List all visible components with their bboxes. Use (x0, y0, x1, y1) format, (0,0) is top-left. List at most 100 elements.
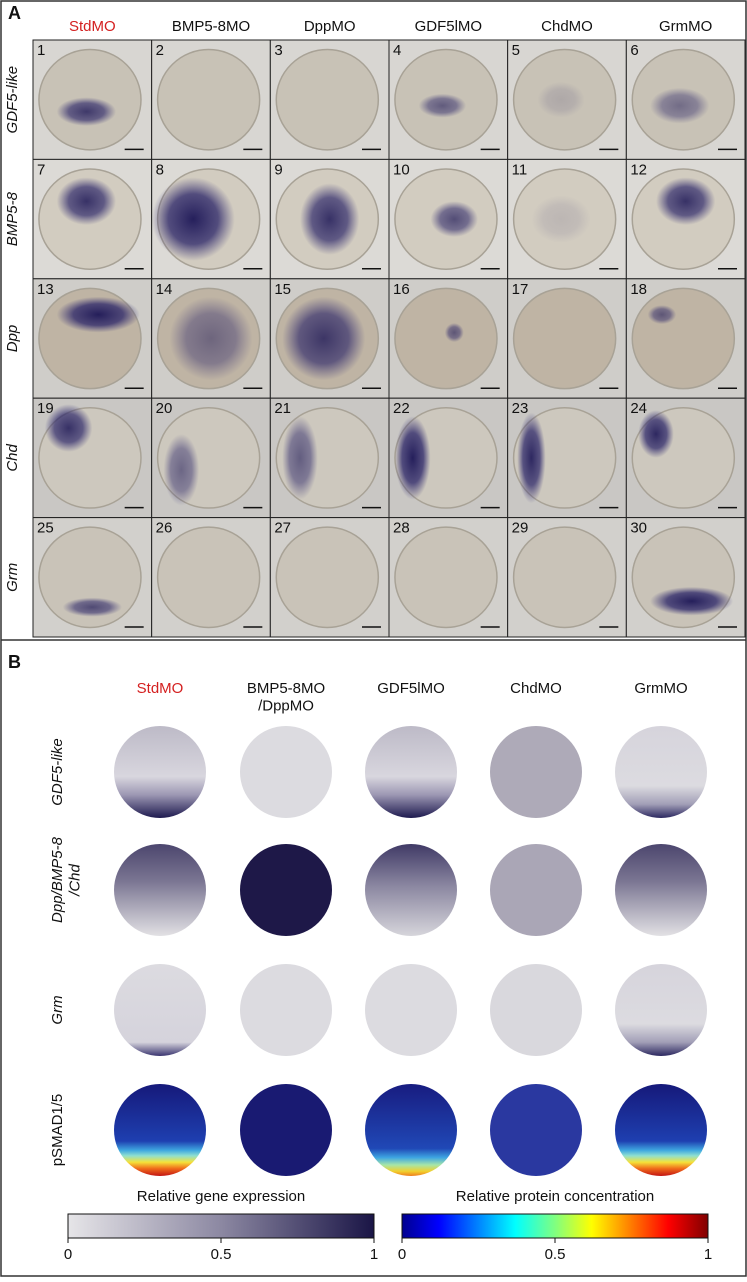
model-disc (615, 964, 707, 1056)
cell-number: 14 (156, 281, 173, 298)
stain (650, 87, 710, 124)
embryo (156, 48, 261, 151)
cell-number: 13 (37, 281, 54, 298)
colorbar-tick-label: 0.5 (545, 1246, 566, 1263)
cell-number: 9 (274, 161, 282, 178)
column-header: StdMO (137, 680, 184, 697)
cell-number: 25 (37, 520, 54, 537)
model-disc (365, 964, 457, 1056)
colorbar-tick-label: 0 (398, 1246, 406, 1263)
stain (638, 410, 674, 458)
embryo (275, 48, 380, 151)
column-header: GDF5lMO (377, 680, 445, 697)
cell-number: 5 (512, 42, 520, 59)
panel-label: A (8, 3, 21, 23)
model-disc (240, 844, 332, 936)
cell-number: 22 (393, 400, 410, 417)
cell-number: 18 (630, 281, 647, 298)
stain (151, 177, 235, 261)
stain (537, 81, 585, 118)
model-disc (114, 964, 206, 1056)
column-header: DppMO (304, 18, 356, 35)
row-label: Dpp/BMP5-8/Chd (49, 836, 83, 923)
stain (656, 177, 716, 226)
cell-number: 10 (393, 161, 410, 178)
column-header: ChdMO (541, 18, 593, 35)
row-label: BMP5-8 (4, 191, 21, 246)
stain (163, 434, 200, 506)
stain (169, 296, 253, 381)
colorbar (67, 1213, 375, 1239)
cell-number: 17 (512, 281, 529, 298)
colorbar-tick-label: 1 (370, 1246, 378, 1263)
cell-number: 7 (37, 161, 45, 178)
embryo (156, 526, 261, 629)
embryo (275, 526, 380, 629)
stain (56, 97, 117, 126)
cell-number: 23 (512, 400, 529, 417)
stain (531, 195, 591, 243)
cell-number: 30 (630, 520, 647, 537)
stain (282, 296, 366, 381)
model-disc (365, 844, 457, 936)
panel-label: B (8, 652, 21, 672)
stain (430, 201, 478, 238)
model-disc (615, 1084, 707, 1176)
row-label: Grm (4, 563, 21, 592)
model-disc (240, 1084, 332, 1176)
colorbar-title: Relative gene expression (137, 1188, 305, 1205)
cell-number: 1 (37, 42, 45, 59)
row-label: Chd (4, 443, 21, 471)
model-disc (114, 1084, 206, 1176)
cell-number: 20 (156, 400, 173, 417)
column-header: GDF5lMO (415, 18, 483, 35)
row-label: pSMAD1/5 (49, 1094, 66, 1167)
model-disc (490, 1084, 582, 1176)
stain (444, 322, 464, 343)
row-label: Dpp (4, 325, 21, 353)
cell-number: 3 (274, 42, 282, 59)
cell-number: 4 (393, 42, 401, 59)
cell-number: 26 (156, 520, 173, 537)
model-disc (365, 726, 457, 818)
row-label: GDF5-like (49, 738, 66, 806)
model-disc (490, 726, 582, 818)
colorbar-tick-label: 0 (64, 1246, 72, 1263)
cell-number: 16 (393, 281, 410, 298)
stain (56, 296, 140, 333)
stain (44, 404, 93, 452)
column-header: GrmMO (634, 680, 687, 697)
stain (394, 416, 431, 500)
stain (62, 597, 122, 617)
cell-number: 11 (512, 161, 528, 178)
cell-number: 28 (393, 520, 410, 537)
embryo (512, 287, 617, 390)
cell-number: 19 (37, 400, 54, 417)
embryo (512, 526, 617, 629)
model-disc (240, 726, 332, 818)
colorbar-tick-label: 0.5 (211, 1246, 232, 1263)
embryo (631, 287, 736, 390)
stain (300, 183, 360, 255)
stain (517, 412, 546, 504)
stain (282, 416, 318, 500)
embryo (394, 287, 498, 390)
column-header: GrmMO (659, 18, 712, 35)
model-disc (615, 844, 707, 936)
model-disc (114, 726, 206, 818)
column-header: ChdMO (510, 680, 562, 697)
colorbar-tick-label: 1 (704, 1246, 712, 1263)
stain (418, 93, 467, 118)
cell-number: 21 (274, 400, 291, 417)
cell-number: 15 (274, 281, 291, 298)
cell-number: 27 (274, 520, 291, 537)
stain (650, 586, 734, 616)
cell-number: 6 (630, 42, 638, 59)
model-disc (615, 726, 707, 818)
cell-number: 8 (156, 161, 164, 178)
embryo (394, 526, 498, 629)
stain (56, 177, 117, 226)
